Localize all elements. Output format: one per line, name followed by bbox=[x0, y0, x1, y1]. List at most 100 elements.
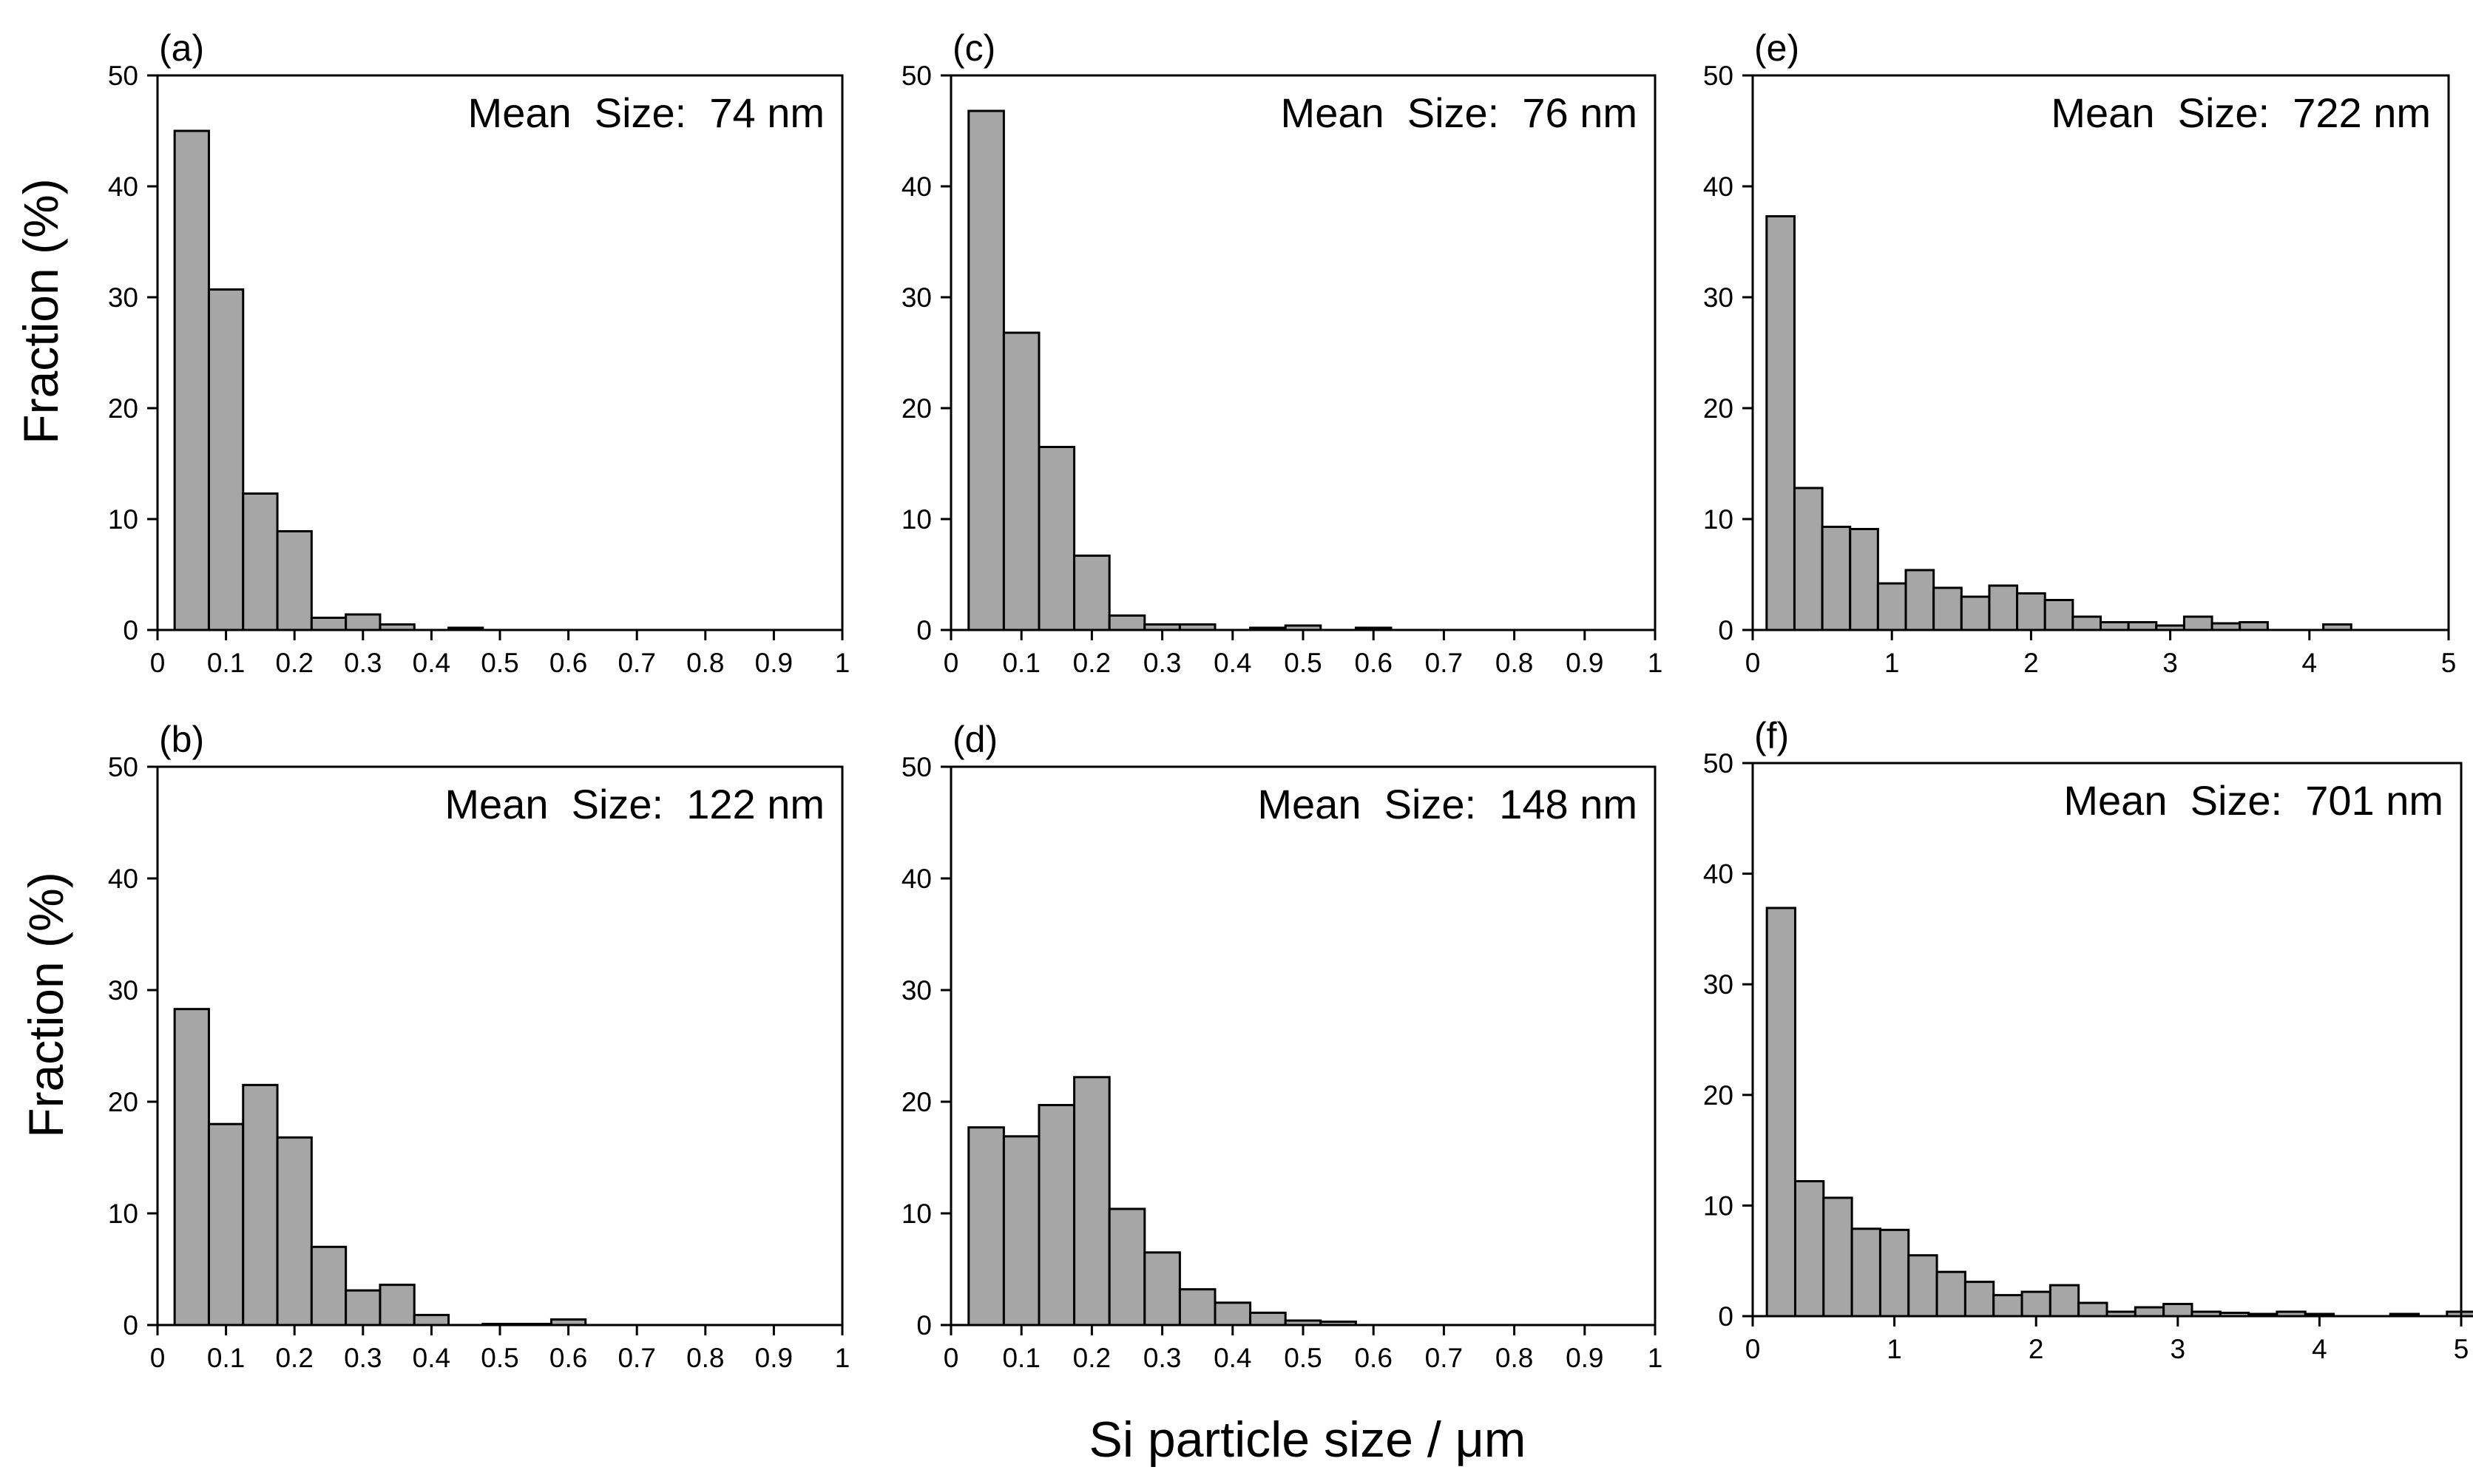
y-tick-label-c-3: 30 bbox=[901, 282, 932, 313]
plot-frame-f bbox=[1751, 762, 2463, 1318]
histogram-bar-e-0 bbox=[1765, 215, 1796, 631]
y-tick-label-e-0: 0 bbox=[1718, 615, 1733, 646]
y-tick-label-d-4: 40 bbox=[901, 864, 932, 894]
histogram-bar-d-5 bbox=[1143, 1251, 1181, 1327]
histogram-bar-e-1 bbox=[1793, 487, 1824, 631]
y-tick-label-a-2: 20 bbox=[108, 393, 138, 424]
histogram-bar-f-13 bbox=[2134, 1306, 2165, 1318]
y-tick-label-d-1: 10 bbox=[901, 1199, 932, 1229]
x-tick-label-e-1: 1 bbox=[1884, 648, 1900, 678]
histogram-bar-f-1 bbox=[1793, 1179, 1825, 1318]
x-tick-label-f-3: 3 bbox=[2171, 1334, 2186, 1364]
histogram-bar-e-3 bbox=[1849, 528, 1879, 631]
histogram-bar-e-5 bbox=[1904, 569, 1935, 631]
y-tick-label-e-5: 50 bbox=[1703, 61, 1733, 91]
y-tick-label-d-0: 0 bbox=[916, 1310, 932, 1341]
panel-label-a: (a) bbox=[159, 27, 204, 69]
histogram-bar-f-10 bbox=[2049, 1284, 2080, 1318]
y-tick-label-f-0: 0 bbox=[1718, 1301, 1733, 1332]
x-tick-label-a-8: 0.8 bbox=[686, 648, 724, 678]
x-tick-label-c-3: 0.3 bbox=[1143, 648, 1181, 678]
x-tick-label-a-0: 0 bbox=[150, 648, 166, 678]
histogram-bar-e-7 bbox=[1960, 595, 1991, 631]
x-tick-label-b-10: 1 bbox=[835, 1343, 850, 1373]
histogram-bar-d-6 bbox=[1178, 1288, 1217, 1327]
x-tick-label-f-0: 0 bbox=[1745, 1334, 1761, 1364]
histogram-bar-b-5 bbox=[345, 1289, 382, 1327]
histogram-bar-e-11 bbox=[2071, 615, 2102, 631]
y-axis-label-bottom: Fraction (%) bbox=[18, 872, 73, 1137]
histogram-bar-c-1 bbox=[1002, 331, 1041, 631]
histogram-bar-a-1 bbox=[207, 288, 245, 631]
chart-panel-e: 0 10 20 30 40 50 0 1 2 3 4 5 (e) Mean Size: 722 nm bbox=[1703, 27, 2456, 678]
histogram-bar-b-3 bbox=[276, 1136, 313, 1327]
y-tick-label-c-4: 40 bbox=[901, 172, 932, 202]
histogram-bar-f-14 bbox=[2162, 1303, 2193, 1318]
histogram-bar-a-4 bbox=[310, 617, 348, 631]
x-tick-label-c-8: 0.8 bbox=[1495, 648, 1533, 678]
x-tick-label-c-10: 1 bbox=[1648, 648, 1663, 678]
histogram-bar-d-0 bbox=[967, 1126, 1005, 1327]
histogram-bar-a-0 bbox=[173, 129, 210, 631]
x-tick-label-d-6: 0.6 bbox=[1354, 1343, 1392, 1373]
x-tick-label-b-2: 0.2 bbox=[275, 1343, 313, 1373]
x-tick-label-d-9: 0.9 bbox=[1566, 1343, 1603, 1373]
y-tick-label-a-3: 30 bbox=[108, 282, 138, 313]
histogram-bar-d-7 bbox=[1214, 1301, 1252, 1327]
x-tick-label-a-9: 0.9 bbox=[755, 648, 793, 678]
x-tick-label-f-1: 1 bbox=[1887, 1334, 1902, 1364]
x-tick-label-c-1: 0.1 bbox=[1002, 648, 1040, 678]
x-tick-label-d-4: 0.4 bbox=[1214, 1343, 1251, 1373]
x-tick-label-d-8: 0.8 bbox=[1495, 1343, 1533, 1373]
histogram-bar-e-6 bbox=[1932, 586, 1963, 631]
histogram-bar-f-11 bbox=[2077, 1301, 2108, 1318]
y-tick-label-c-2: 20 bbox=[901, 393, 932, 424]
x-tick-label-b-5: 0.5 bbox=[481, 1343, 518, 1373]
histogram-bar-c-0 bbox=[967, 109, 1005, 631]
x-tick-label-a-1: 0.1 bbox=[207, 648, 245, 678]
x-tick-label-d-10: 1 bbox=[1648, 1343, 1663, 1373]
y-axis-label-top: Fraction (%) bbox=[13, 178, 68, 444]
x-tick-label-b-9: 0.9 bbox=[755, 1343, 793, 1373]
histogram-bar-f-0 bbox=[1765, 907, 1796, 1318]
panel-label-e: (e) bbox=[1754, 27, 1799, 69]
x-tick-label-b-1: 0.1 bbox=[207, 1343, 245, 1373]
y-tick-label-c-5: 50 bbox=[901, 61, 932, 91]
histogram-bar-f-8 bbox=[1992, 1294, 2023, 1318]
chart-panel-c: 0 10 20 30 40 50 0 0.1 0.2 0.3 0.4 0.5 0.6 0.7 0.8 0.9 1… bbox=[901, 27, 1662, 678]
x-tick-label-c-0: 0 bbox=[944, 648, 959, 678]
x-tick-label-c-4: 0.4 bbox=[1214, 648, 1251, 678]
histogram-bar-f-3 bbox=[1850, 1227, 1881, 1318]
x-tick-label-f-2: 2 bbox=[2029, 1334, 2044, 1364]
x-tick-label-e-4: 4 bbox=[2302, 648, 2318, 678]
histogram-bar-e-9 bbox=[2016, 592, 2046, 631]
y-tick-label-d-3: 30 bbox=[901, 975, 932, 1006]
x-tick-label-a-4: 0.4 bbox=[413, 648, 450, 678]
x-tick-label-d-5: 0.5 bbox=[1284, 1343, 1322, 1373]
y-tick-label-b-5: 50 bbox=[108, 752, 138, 782]
chart-panel-f: 0 10 20 30 40 50 0 1 2 3 4 5 (f) Mean Size: 701 nm bbox=[1703, 715, 2473, 1364]
x-tick-label-c-7: 0.7 bbox=[1425, 648, 1463, 678]
chart-panel-a: 0 10 20 30 40 50 0 0.1 0.2 0.3 0.4 0.5 0.6 0.7 0.8 0.9 1… bbox=[108, 27, 850, 678]
x-tick-label-a-6: 0.6 bbox=[549, 648, 587, 678]
x-tick-label-e-2: 2 bbox=[2023, 648, 2039, 678]
mean-size-annotation-d: Mean Size: 148 nm bbox=[1257, 781, 1637, 827]
histogram-bar-a-5 bbox=[345, 613, 382, 631]
histogram-bar-e-10 bbox=[2043, 599, 2074, 631]
histogram-bar-f-6 bbox=[1935, 1270, 1966, 1318]
histogram-bar-d-2 bbox=[1038, 1104, 1076, 1327]
x-tick-label-f-4: 4 bbox=[2312, 1334, 2327, 1364]
y-tick-label-d-2: 20 bbox=[901, 1087, 932, 1117]
y-tick-label-b-1: 10 bbox=[108, 1199, 138, 1229]
y-tick-label-e-4: 40 bbox=[1703, 172, 1733, 202]
x-tick-label-f-5: 5 bbox=[2454, 1334, 2469, 1364]
y-tick-label-b-2: 20 bbox=[108, 1087, 138, 1117]
y-tick-label-a-4: 40 bbox=[108, 172, 138, 202]
y-tick-label-f-2: 20 bbox=[1703, 1080, 1733, 1111]
y-tick-label-c-1: 10 bbox=[901, 504, 932, 535]
panel-label-f: (f) bbox=[1754, 715, 1789, 756]
histogram-bar-b-2 bbox=[242, 1083, 279, 1327]
histogram-bar-f-4 bbox=[1878, 1228, 1910, 1318]
y-tick-label-f-1: 10 bbox=[1703, 1190, 1733, 1221]
